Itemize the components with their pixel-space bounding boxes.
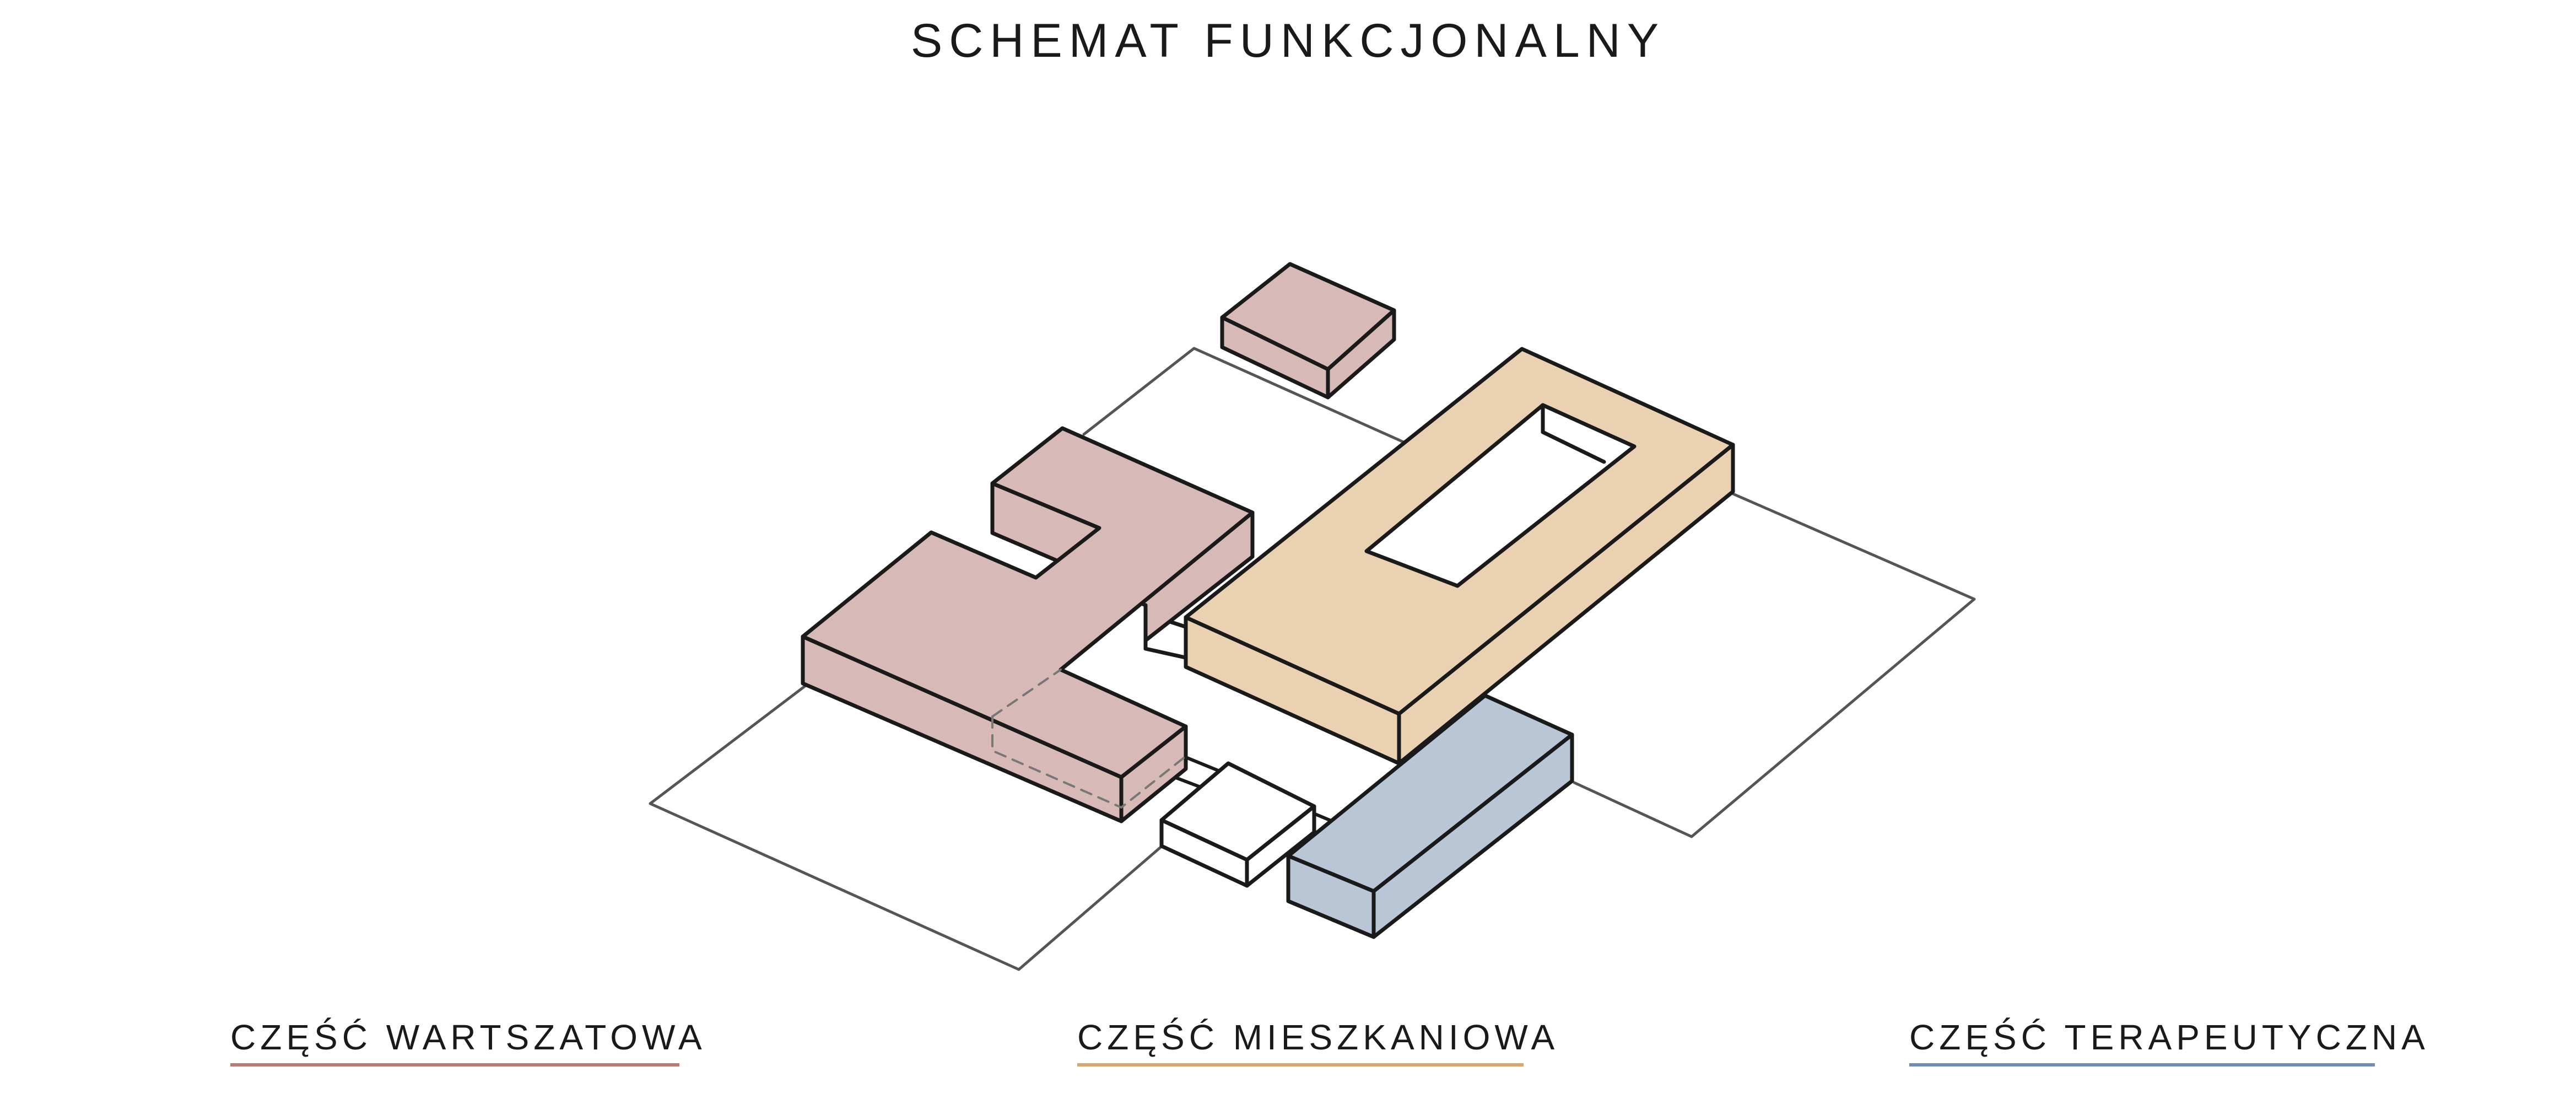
legend-workshop: CZĘŚĆ WARTSZATOWA	[230, 1017, 706, 1066]
building-workshop-small	[1220, 262, 1396, 400]
site-outline-right	[1573, 492, 1976, 838]
diagram-title: SCHEMAT FUNKCJONALNY	[910, 14, 1666, 67]
building-entrance	[1159, 761, 1316, 888]
legend-workshop-label: CZĘŚĆ WARTSZATOWA	[230, 1017, 706, 1057]
legend-therapy-label: CZĘŚĆ TERAPEUTYCZNA	[1909, 1017, 2429, 1057]
legend-therapy-line	[1909, 1063, 2375, 1066]
legend-residential: CZĘŚĆ MIESZKANIOWA	[1077, 1017, 1559, 1066]
building-workshop-main	[801, 426, 1255, 823]
site-outline-top	[1082, 347, 1410, 446]
building-therapy	[1286, 693, 1574, 939]
site-outline-left	[649, 682, 1164, 971]
legend-therapy: CZĘŚĆ TERAPEUTYCZNA	[1909, 1017, 2429, 1066]
building-residential	[1184, 347, 1735, 766]
legend-residential-line	[1077, 1063, 1524, 1066]
legend-workshop-line	[230, 1063, 679, 1066]
legend-residential-label: CZĘŚĆ MIESZKANIOWA	[1077, 1017, 1559, 1057]
